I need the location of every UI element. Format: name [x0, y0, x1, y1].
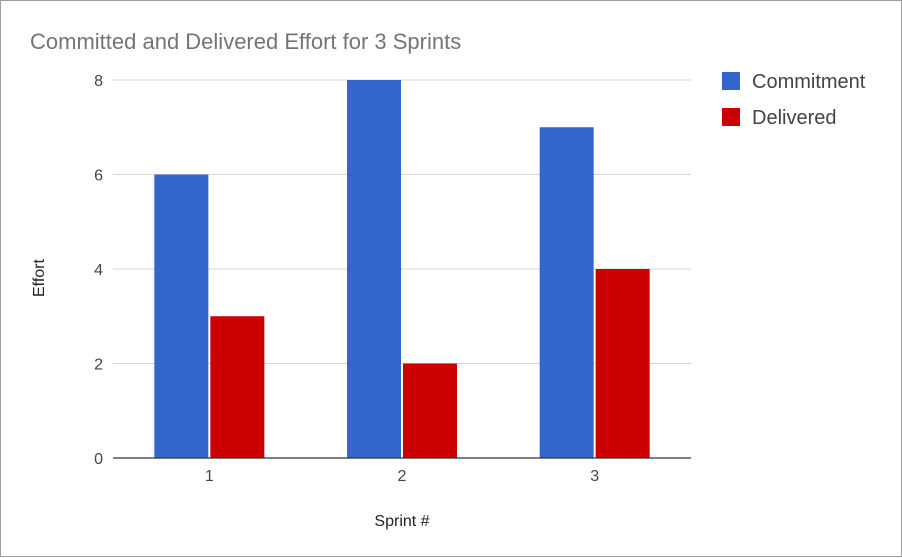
legend: Commitment Delivered: [722, 71, 866, 129]
bar-delivered-1: [210, 316, 265, 458]
y-tick-label: 8: [94, 73, 103, 90]
bar-delivered-2: [403, 363, 457, 458]
x-tick-label: 2: [398, 468, 407, 485]
y-axis-label: Effort: [31, 258, 48, 297]
chart-title: Committed and Delivered Effort for 3 Spr…: [30, 29, 461, 54]
y-axis-ticks: 0 2 4 6 8: [94, 73, 103, 468]
bar-commitment-1: [154, 174, 209, 458]
gridlines: [113, 79, 691, 364]
bars: [154, 80, 650, 458]
x-axis-label: Sprint #: [374, 513, 429, 530]
y-tick-label: 4: [94, 262, 103, 279]
y-tick-label: 0: [94, 451, 103, 468]
bar-delivered-3: [595, 269, 650, 458]
x-tick-label: 3: [590, 468, 599, 485]
x-axis-ticks: 1 2 3: [205, 468, 599, 485]
y-tick-label: 2: [94, 357, 103, 374]
y-tick-label: 6: [94, 168, 103, 185]
legend-swatch: [722, 108, 740, 126]
legend-label: Delivered: [752, 107, 836, 129]
bar-commitment-2: [347, 80, 401, 458]
legend-swatch: [722, 72, 740, 90]
x-tick-label: 1: [205, 468, 214, 485]
legend-label: Commitment: [752, 71, 866, 93]
bar-commitment-3: [539, 127, 594, 458]
